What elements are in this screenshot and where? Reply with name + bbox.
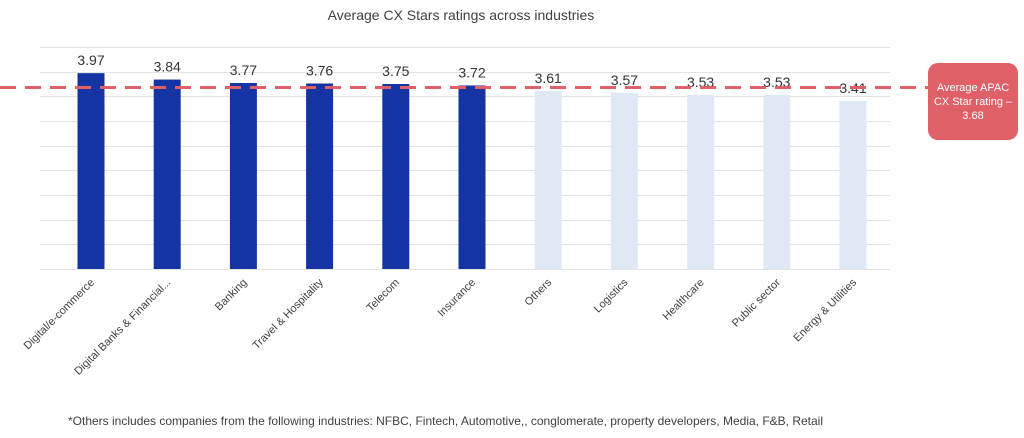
footnote: *Others includes companies from the foll… [68, 414, 824, 428]
data-label: 3.57 [611, 72, 638, 88]
data-label: 3.76 [306, 63, 333, 79]
bar [763, 94, 791, 269]
category-label: Others [522, 276, 554, 308]
bar [77, 73, 105, 269]
bar [534, 90, 562, 269]
data-label: 3.84 [154, 59, 181, 75]
bar [382, 84, 410, 269]
value-labels: 3.97 3.84 3.77 3.76 3.75 3.72 3.61 3.57 3.53 3.53… [77, 52, 866, 96]
bar [306, 83, 334, 269]
category-label: Digital/e-commerce [22, 277, 97, 352]
category-label: Logistics [592, 276, 631, 315]
data-label: 3.53 [763, 74, 790, 90]
bar [458, 85, 486, 269]
category-label: Energy & Utilities [791, 276, 859, 344]
data-label: 3.53 [687, 74, 714, 90]
category-label: Travel & Hospitality [251, 276, 327, 352]
category-label: Telecom [364, 277, 401, 314]
category-label: Public sector [730, 276, 783, 329]
chart-title: Average CX Stars ratings across industri… [328, 7, 595, 23]
bars [77, 73, 867, 269]
data-label: 3.72 [458, 64, 485, 80]
data-label: 3.75 [382, 63, 409, 79]
category-label: Insurance [435, 277, 478, 320]
average-callout-text: Average APAC CX Star rating – 3.68 [933, 81, 1013, 122]
bar [687, 94, 715, 269]
data-label: 3.61 [535, 70, 562, 86]
average-callout: Average APAC CX Star rating – 3.68 [928, 63, 1018, 140]
bar [153, 79, 181, 269]
category-label: Banking [213, 277, 250, 314]
data-label: 3.77 [230, 62, 257, 78]
bar [229, 83, 257, 269]
bar [610, 92, 638, 269]
data-label: 3.97 [77, 52, 104, 68]
bar [839, 100, 867, 269]
category-label: Healthcare [661, 277, 707, 323]
